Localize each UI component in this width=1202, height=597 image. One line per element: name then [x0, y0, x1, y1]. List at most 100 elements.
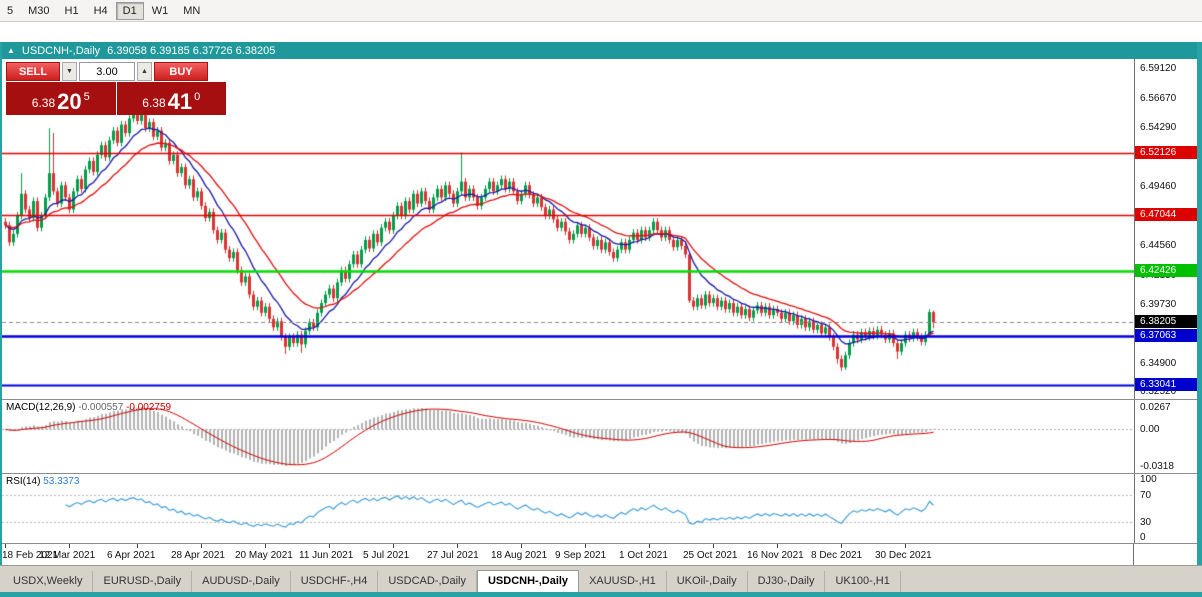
chart-tab-uk100-h1[interactable]: UK100-,H1: [825, 571, 901, 592]
buy-button[interactable]: BUY: [154, 62, 208, 81]
date-label: 11 Jun 2021: [299, 550, 354, 561]
date-label: 9 Sep 2021: [555, 550, 607, 561]
chart-tab-eurusd-daily[interactable]: EURUSD-,Daily: [93, 571, 193, 592]
chart-titlebar: ▲ USDCNH-,Daily 6.39058 6.39185 6.37726 …: [2, 42, 1197, 59]
date-label: 12 Mar 2021: [39, 550, 96, 561]
price-axis-label: 6.34900: [1140, 357, 1177, 369]
date-tick: [841, 544, 842, 548]
date-tick: [393, 544, 394, 548]
date-tick: [457, 544, 458, 548]
rsi-axis-label: 0: [1140, 532, 1146, 543]
timeframe-button-w1[interactable]: W1: [151, 4, 169, 17]
symbol-marker-icon: ▲: [7, 46, 15, 55]
price-axis-label: 6.56670: [1140, 93, 1177, 105]
timeframe-button-mn[interactable]: MN: [183, 4, 201, 17]
rsi-axis-label: 70: [1140, 489, 1152, 501]
date-label: 27 Jul 2021: [427, 550, 479, 561]
date-tick: [713, 544, 714, 548]
chart-tabs-bar: USDX,Weekly EURUSD-,Daily AUDUSD-,Daily USD…: [0, 565, 1202, 592]
chart-tab-ukoil-daily[interactable]: UKOil-,Daily: [667, 571, 748, 592]
date-tick: [585, 544, 586, 548]
chart-tab-usdx-weekly[interactable]: USDX,Weekly: [3, 571, 94, 592]
chart-tab-dj30-daily[interactable]: DJ30-,Daily: [748, 571, 826, 592]
volume-input[interactable]: [79, 62, 135, 81]
chart-title: USDCNH-,Daily: [21, 44, 101, 57]
macd-label: MACD(12,26,9) -0.000557 -0.002759: [6, 402, 171, 413]
date-tick: [905, 544, 906, 548]
sell-button[interactable]: SELL: [6, 62, 60, 81]
chart-frame: ▲ USDCNH-,Daily 6.39058 6.39185 6.37726 …: [0, 42, 1202, 565]
timeframe-button-h4[interactable]: H4: [93, 4, 108, 17]
date-label: 20 May 2021: [235, 550, 293, 561]
date-axis: 18 Feb 2021 12 Mar 2021 6 Apr 2021 28 Apr 2…: [2, 544, 1134, 565]
price-pane: [2, 59, 1134, 399]
macd-axis-label: 0.00: [1140, 424, 1160, 436]
bid-price-display: 6.38 20 5: [6, 82, 116, 115]
one-click-trading-panel: SELL ▼ ▲ BUY 6.38 20 5 6.38 41 0: [6, 62, 226, 115]
price-chart-canvas[interactable]: [2, 59, 1134, 399]
pane-separator: [2, 543, 1197, 544]
date-tick: [265, 544, 266, 548]
chart-tab-usdchf-h4[interactable]: USDCHF-,H4: [291, 571, 379, 592]
timeframe-button-5[interactable]: 5: [7, 4, 14, 17]
macd-axis-label: -0.0318: [1140, 461, 1174, 472]
date-label: 30 Dec 2021: [875, 550, 932, 561]
rsi-label: RSI(14) 53.3373: [6, 476, 79, 487]
date-label: 18 Feb 2021: [2, 550, 59, 561]
price-axis-tag: 6.47044: [1135, 208, 1197, 222]
date-label: 8 Dec 2021: [811, 550, 863, 561]
date-tick: [5, 544, 6, 548]
timeframe-toolbar: 5 M30 H1 H4 D1 W1 MN: [0, 0, 1202, 22]
volume-increase-button[interactable]: ▲: [137, 62, 152, 81]
price-axis-tag: 6.42426: [1135, 264, 1197, 278]
price-axis-label: 6.59120: [1140, 63, 1177, 75]
bid-pip-digit: 5: [83, 91, 90, 103]
date-label: 18 Aug 2021: [491, 550, 548, 561]
chart-tab-xauusd-h1[interactable]: XAUUSD-,H1: [579, 571, 667, 592]
rsi-canvas[interactable]: [2, 474, 1134, 543]
macd-canvas[interactable]: [2, 400, 1134, 473]
rsi-value: 53.3373: [43, 476, 80, 487]
date-label: 16 Nov 2021: [747, 550, 804, 561]
date-label: 28 Apr 2021: [171, 550, 225, 561]
date-tick: [69, 544, 70, 548]
chart-tab-usdcnh-daily[interactable]: USDCNH-,Daily: [476, 570, 580, 592]
chart-ohlc-values: 6.39058 6.39185 6.37726 6.38205: [107, 44, 276, 57]
price-axis-tag: 6.38205: [1135, 315, 1197, 329]
rsi-pane: RSI(14) 53.3373: [2, 474, 1134, 543]
timeframe-button-m30[interactable]: M30: [28, 4, 50, 17]
price-axis-label: 6.49460: [1140, 180, 1177, 192]
date-tick: [777, 544, 778, 548]
price-axis-label: 6.44560: [1140, 240, 1177, 252]
chart-tab-usdcad-daily[interactable]: USDCAD-,Daily: [378, 571, 477, 592]
ask-pip-digit: 0: [194, 91, 201, 103]
macd-main-value: -0.000557: [78, 402, 124, 413]
price-axis-label: 6.54290: [1140, 122, 1177, 134]
toolbar-empty-row: [0, 22, 1202, 42]
date-label: 5 Jul 2021: [363, 550, 410, 561]
rsi-name: RSI(14): [6, 476, 41, 487]
date-label: 1 Oct 2021: [619, 550, 668, 561]
bid-base: 6.38: [31, 96, 56, 110]
ask-base: 6.38: [142, 96, 166, 110]
rsi-axis: 100 70 30 0: [1134, 474, 1197, 543]
price-axis-tag: 6.52126: [1135, 146, 1197, 160]
bid-big-digits: 20: [57, 89, 82, 114]
pane-separator: [2, 473, 1197, 474]
rsi-axis-label: 30: [1140, 517, 1152, 529]
price-axis-label: 6.32520: [1140, 386, 1177, 398]
date-tick: [521, 544, 522, 548]
chart-tab-audusd-daily[interactable]: AUDUSD-,Daily: [192, 571, 291, 592]
macd-pane: MACD(12,26,9) -0.000557 -0.002759: [2, 400, 1134, 473]
macd-axis-label: 0.0267: [1140, 402, 1171, 413]
date-label: 25 Oct 2021: [683, 550, 738, 561]
timeframe-button-d1[interactable]: D1: [115, 1, 144, 20]
macd-signal-value: -0.002759: [126, 402, 172, 413]
timeframe-button-h1[interactable]: H1: [64, 4, 79, 17]
date-tick: [329, 544, 330, 548]
volume-decrease-button[interactable]: ▼: [62, 62, 77, 81]
date-tick: [201, 544, 202, 548]
rsi-axis-label: 100: [1140, 474, 1157, 485]
macd-name: MACD(12,26,9): [6, 402, 76, 413]
